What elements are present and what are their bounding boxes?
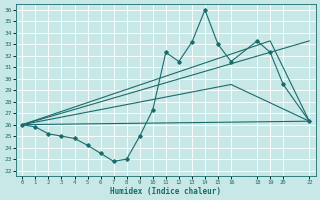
X-axis label: Humidex (Indice chaleur): Humidex (Indice chaleur) xyxy=(110,187,221,196)
